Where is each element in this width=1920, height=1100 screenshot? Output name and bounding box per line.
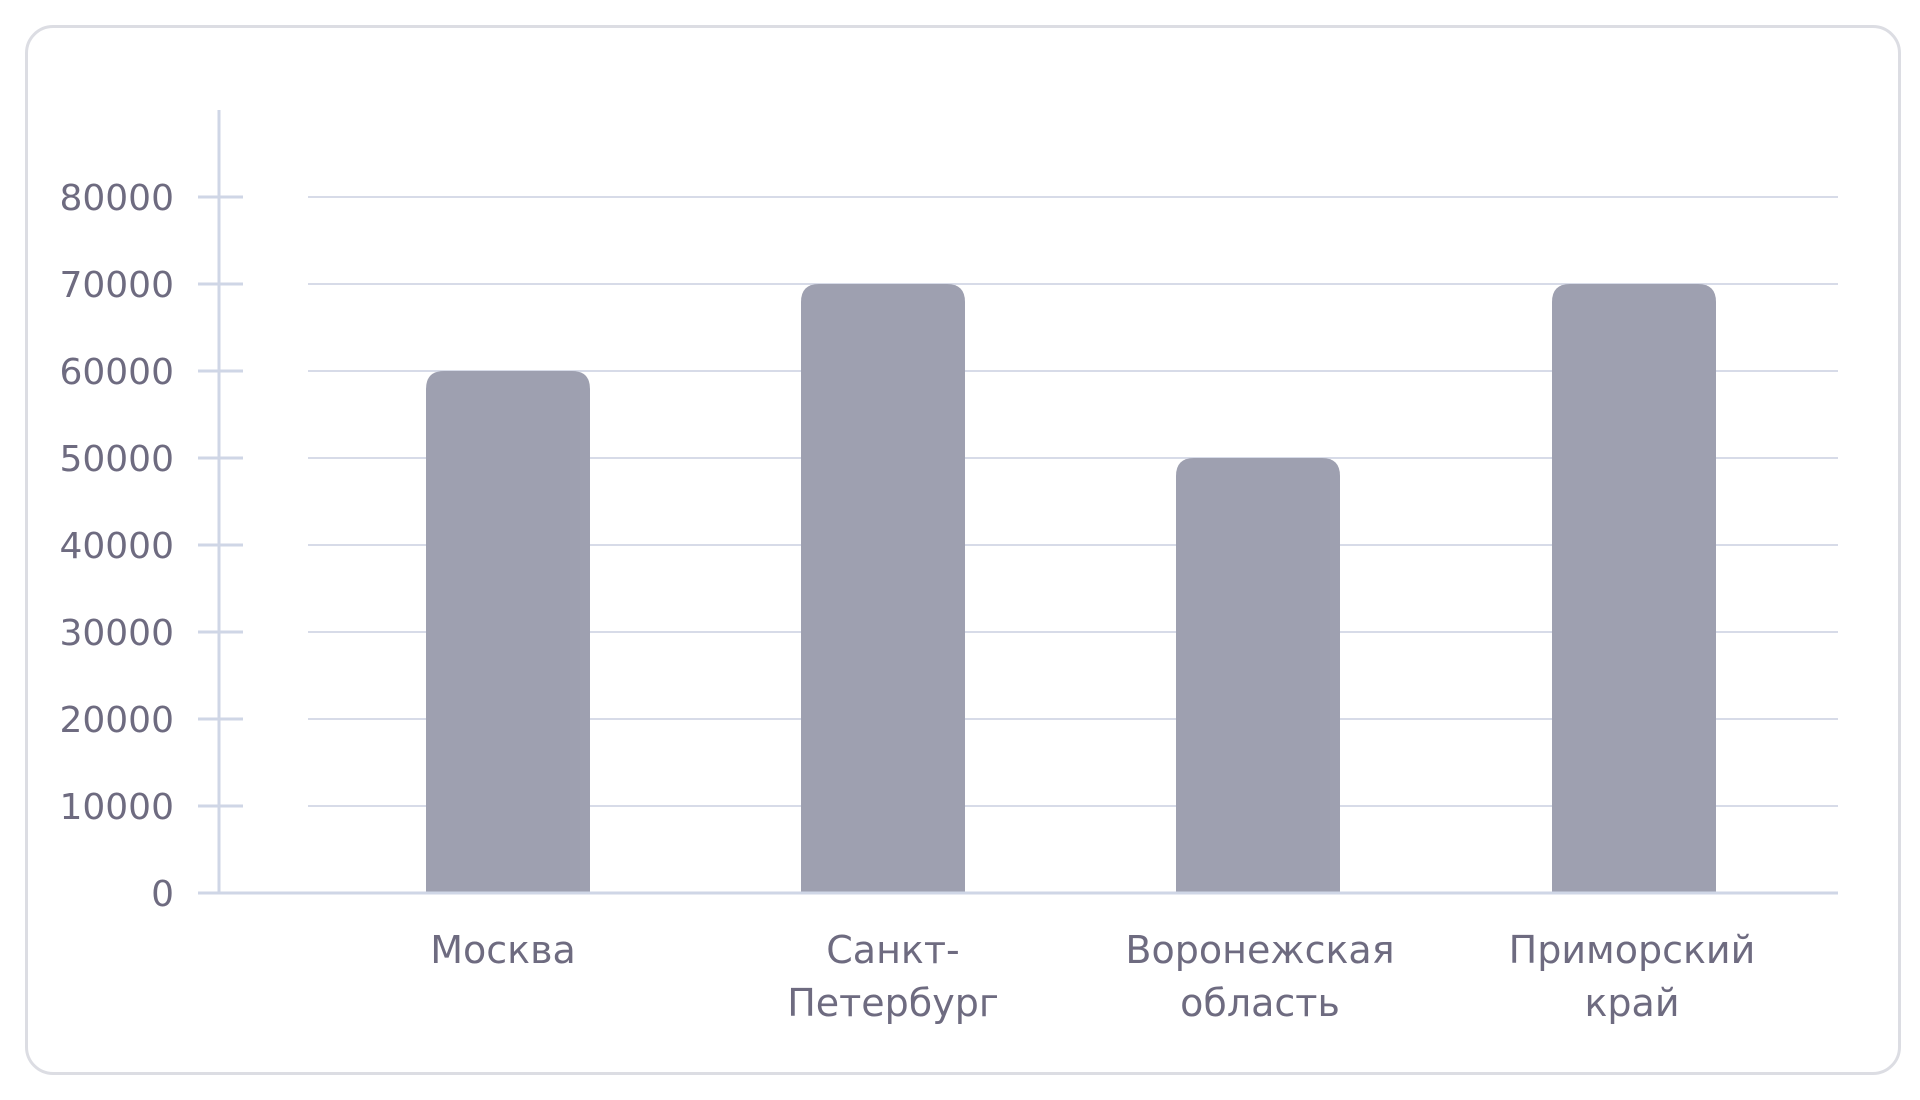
y-tick-label: 0 — [151, 874, 174, 915]
y-tick-label: 70000 — [59, 265, 174, 306]
y-tick-labels: 0 10000 20000 30000 40000 50000 60000 70000 8000… — [59, 178, 174, 915]
bar-1 — [801, 284, 965, 893]
x-category-label: Санкт- Петербург — [787, 928, 999, 1025]
bar-0 — [426, 371, 590, 893]
x-category-label: Приморский край — [1509, 928, 1756, 1025]
y-tick-label: 60000 — [59, 352, 174, 393]
x-category-labels: Москва Санкт- Петербург Воронежская область П… — [430, 928, 1755, 1025]
bars — [426, 284, 1716, 893]
x-category-label-line: Москва — [430, 928, 576, 972]
x-category-label-line: Петербург — [787, 981, 999, 1025]
bar-3 — [1552, 284, 1716, 893]
bar-2 — [1176, 458, 1340, 893]
x-category-label-line: Воронежская — [1125, 928, 1394, 972]
y-tick-label: 20000 — [59, 700, 174, 741]
x-category-label-line: Приморский — [1509, 928, 1756, 972]
axes — [198, 110, 1838, 895]
x-category-label: Москва — [430, 928, 576, 972]
x-category-label-line: край — [1584, 981, 1679, 1025]
y-tick-label: 40000 — [59, 526, 174, 567]
x-category-label-line: Санкт- — [826, 928, 959, 972]
y-tick-label: 30000 — [59, 613, 174, 654]
x-category-label-line: область — [1180, 981, 1340, 1025]
y-tick-label: 80000 — [59, 178, 174, 219]
x-category-label: Воронежская область — [1125, 928, 1394, 1025]
y-tick-label: 50000 — [59, 439, 174, 480]
y-tick-label: 10000 — [59, 787, 174, 828]
